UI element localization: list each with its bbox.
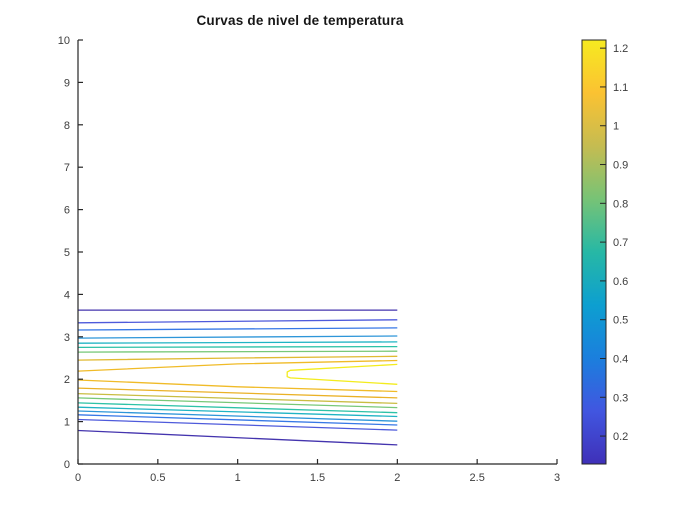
x-tick-label: 0.5 [150,472,165,484]
contour-lines [77,309,398,446]
contour-line-1.2-wedge [286,363,398,385]
x-tick-label: 3 [554,472,560,484]
colorbar-tick-label: 0.6 [613,276,628,288]
x-tick-label: 2.5 [470,472,485,484]
colorbar-tick-label: 0.7 [613,237,628,249]
y-tick-label: 6 [64,205,70,217]
contour-line-0.6-bottom [77,406,398,418]
contour-line-0.9-top [77,355,398,361]
colorbar [581,39,607,465]
contour-line-0.5-top [77,335,398,339]
y-tick-label: 4 [64,289,70,301]
contour-line-0.9-bottom [77,392,398,405]
contour-line-0.4-bottom [77,414,398,426]
colorbar-ticks [600,47,606,437]
y-tick-label: 2 [64,374,70,386]
contour-line-0.7-top [77,345,398,349]
colorbar-tick-label: 1.2 [613,43,628,55]
contour-line-1.1-bottom [77,379,398,393]
colorbar-tick-label: 0.8 [613,198,628,210]
y-tick-label: 8 [64,120,70,132]
colorbar-tick-label: 0.3 [613,392,628,404]
y-tick-label: 3 [64,332,70,344]
colorbar-tick-label: 1 [613,121,619,133]
y-tick-label: 10 [58,35,70,47]
colorbar-tick-label: 0.9 [613,160,628,172]
contour-line-0.5-bottom [77,410,398,422]
axes [77,39,558,465]
contour-line-0.3-bottom [77,418,398,431]
contour-line-0.4-top [77,327,398,331]
x-tick-label: 0 [75,472,81,484]
contour-line-0.7-bottom [77,402,398,414]
contour-line-0.3-top [77,319,398,324]
y-tick-label: 9 [64,77,70,89]
y-tick-label: 1 [64,417,70,429]
contour-line-0.6-top [77,341,398,344]
x-tick-label: 2 [394,472,400,484]
x-tick-label: 1.5 [310,472,325,484]
contour-line-1-bottom [77,387,398,399]
colorbar-tick-label: 0.2 [613,431,628,443]
colorbar-tick-label: 0.5 [613,315,628,327]
contour-line-1-top [77,359,398,372]
x-tick-label: 1 [235,472,241,484]
colorbar-tick-label: 1.1 [613,82,628,94]
y-tick-label: 7 [64,162,70,174]
contour-line-0.8-top [77,350,398,353]
y-tick-label: 0 [64,459,70,471]
y-tick-label: 5 [64,247,70,259]
colorbar-tick-label: 0.4 [613,353,628,365]
contour-line-0.2-bottom [77,429,398,446]
contour-line-0.8-bottom [77,397,398,409]
chart-title: Curvas de nivel de temperatura [196,13,404,28]
